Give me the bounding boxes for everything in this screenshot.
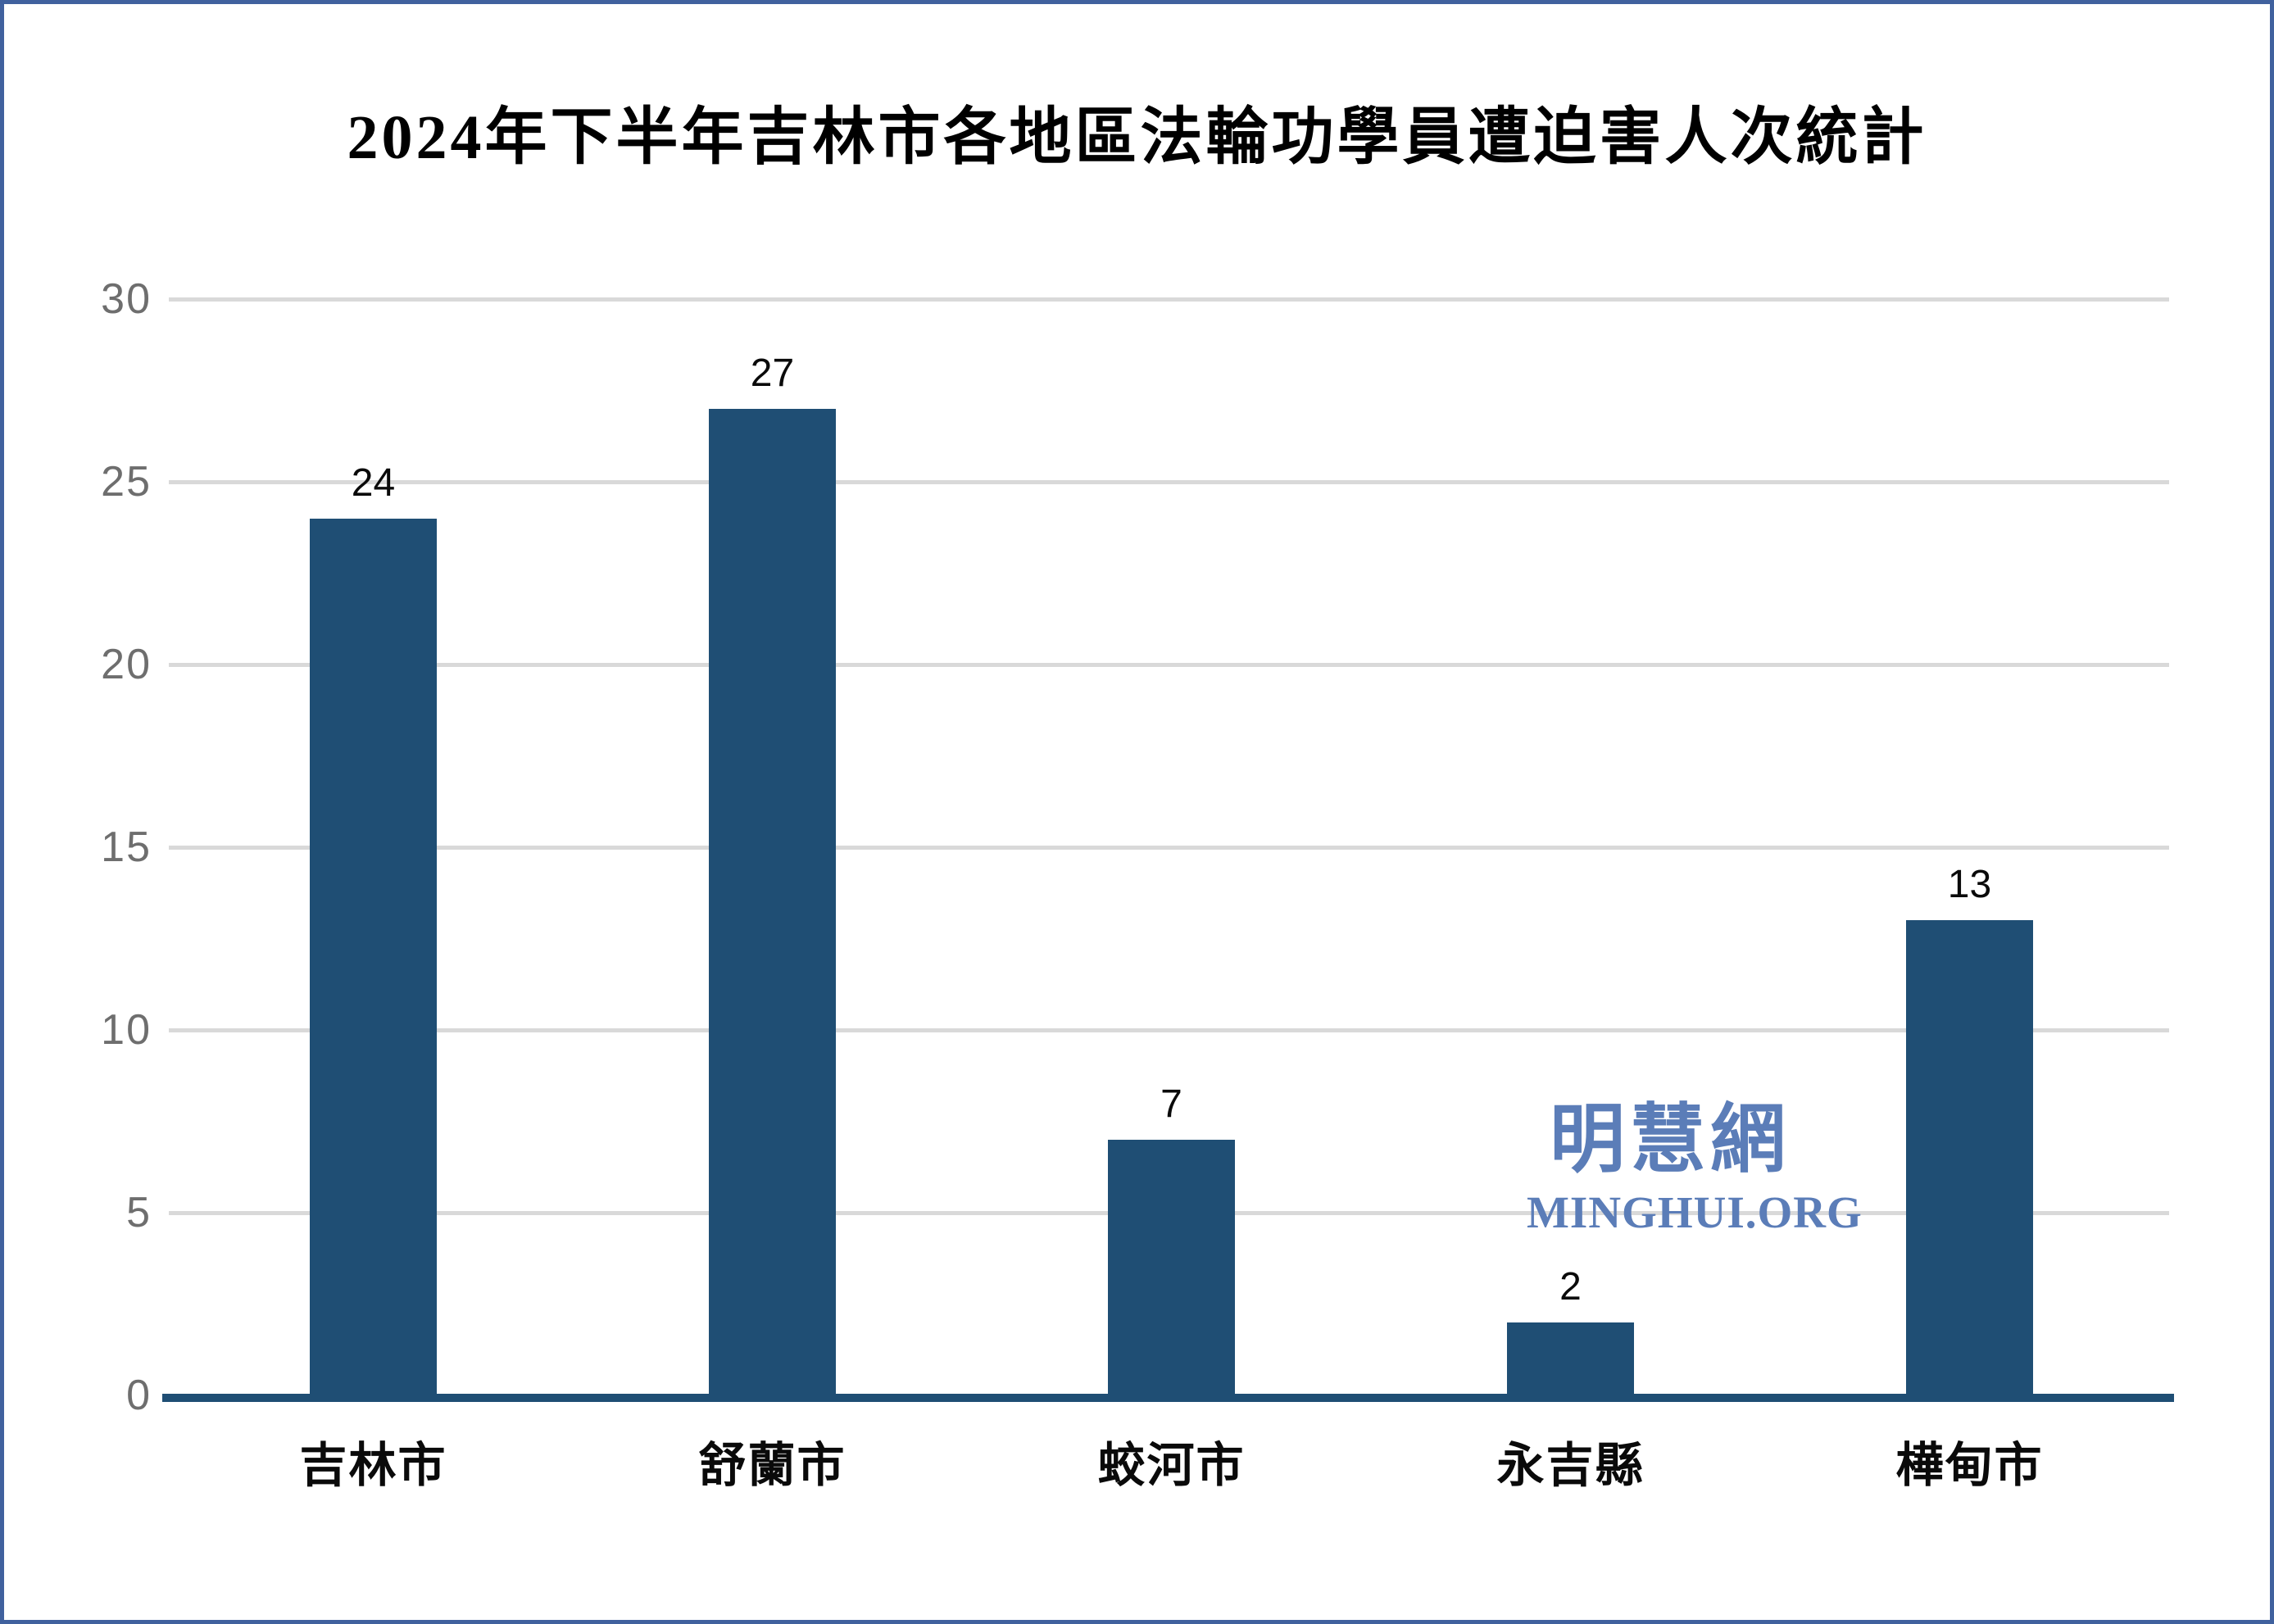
minghui-watermark: 明慧網 MINGHUI.ORG: [1527, 1098, 1863, 1238]
x-tick-label: 樺甸市: [1895, 1439, 2044, 1492]
y-tick-label: 0: [126, 1372, 152, 1419]
chart-title: 2024年下半年吉林市各地區法輪功學員遭迫害人次統計: [347, 103, 1927, 172]
gridline: [169, 480, 2169, 484]
gridline: [169, 297, 2169, 302]
bar-group: 13: [1770, 863, 2169, 1395]
x-tick-label: 蛟河市: [1097, 1439, 1246, 1492]
gridline: [169, 663, 2169, 667]
minghui-watermark-cjk: 明慧網: [1549, 1098, 1791, 1182]
bar: [310, 519, 437, 1395]
bar-group: 24: [174, 461, 573, 1395]
bar-group: 2: [1371, 1265, 1770, 1395]
bar-value-label: 13: [1947, 863, 1992, 907]
y-tick-label: 10: [101, 1006, 152, 1054]
y-tick-label: 15: [101, 823, 152, 871]
y-tick-label: 30: [101, 275, 152, 323]
bar: [1906, 920, 2033, 1395]
bar-value-label: 27: [750, 352, 795, 396]
gridline: [169, 1028, 2169, 1032]
x-tick-label: 吉林市: [299, 1439, 447, 1492]
y-tick-label: 5: [126, 1189, 152, 1236]
bar-value-label: 2: [1559, 1265, 1582, 1309]
bar-value-label: 24: [351, 461, 396, 506]
y-tick-label: 25: [101, 458, 152, 506]
bar: [1507, 1322, 1634, 1395]
plot-area: 24 27 7 2 13: [169, 297, 2169, 1395]
x-tick-label: 舒蘭市: [698, 1439, 847, 1492]
bar-value-label: 7: [1160, 1082, 1182, 1127]
bar: [709, 409, 836, 1395]
bar: [1108, 1140, 1235, 1395]
gridline: [169, 846, 2169, 850]
x-axis-line: [162, 1394, 2174, 1402]
y-tick-label: 20: [101, 641, 152, 688]
x-tick-label: 永吉縣: [1496, 1439, 1645, 1492]
minghui-watermark-latin: MINGHUI.ORG: [1527, 1186, 1863, 1237]
bar-group: 27: [573, 352, 972, 1395]
bar-group: 7: [972, 1082, 1371, 1395]
